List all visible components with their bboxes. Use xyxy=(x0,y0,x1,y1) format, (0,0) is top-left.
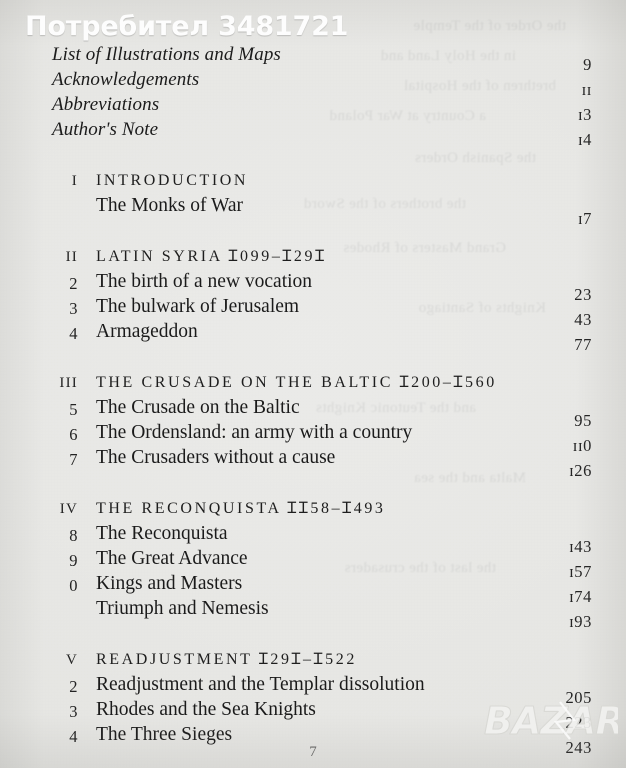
chapter-number: ɪ0 xyxy=(59,576,78,595)
entry-page-number: 243 xyxy=(565,738,592,757)
entry-page-number: 205 xyxy=(565,688,592,707)
entry-page-number: ɪɪ xyxy=(581,80,592,99)
part-roman-numeral: V xyxy=(65,652,78,668)
folio-page-number: 7 xyxy=(309,744,317,760)
chapter-number: 4 xyxy=(69,324,78,343)
entry-page-number: 23 xyxy=(574,285,592,304)
entry-page-number: 77 xyxy=(574,335,592,354)
chapter-number: ɪ4 xyxy=(59,727,78,746)
watermark-bazar-logo: BAZAR xyxy=(482,692,618,746)
chapter-number: 6 xyxy=(69,425,78,444)
part-roman-numeral: I xyxy=(71,173,78,189)
showthrough-line: Malta and the sea xyxy=(413,470,526,486)
front-matter-title: Acknowledgements xyxy=(52,69,200,90)
chapter-title: The birth of a new vocation xyxy=(96,271,313,292)
entry-page-number: ɪ57 xyxy=(569,562,592,581)
entry-page-number: ɪ26 xyxy=(569,461,592,480)
chapter-number: ɪ2 xyxy=(59,677,78,696)
chapter-title: Triumph and Nemesis xyxy=(96,598,269,619)
chapter-title: The Reconquista xyxy=(96,523,228,544)
part-heading-title: LATIN SYRIA ɪ099–ɪ29ɪ xyxy=(96,248,327,265)
showthrough-line: in the Holy Land and xyxy=(380,48,516,64)
chapter-number: ɪ xyxy=(68,198,78,217)
entry-page-number: ɪ93 xyxy=(569,612,592,631)
entry-page-number: ɪ43 xyxy=(569,537,592,556)
chapter-title: The Ordensland: an army with a country xyxy=(96,422,413,443)
entry-page-number: ɪ3 xyxy=(577,105,592,124)
front-matter-title: Author's Note xyxy=(52,119,159,140)
part-heading-title: THE RECONQUISTA ɪɪ58–ɪ493 xyxy=(96,500,386,517)
chapter-number: 7 xyxy=(69,450,78,469)
showthrough-line: a Country at War Poland xyxy=(329,108,486,124)
chapter-number: 9 xyxy=(69,551,78,570)
entry-page-number: 43 xyxy=(574,310,592,329)
svg-text:BAZAR: BAZAR xyxy=(484,699,618,743)
chapter-number: 8 xyxy=(69,526,78,545)
chapter-title: The Great Advance xyxy=(96,548,248,569)
entry-page-number: ɪɪ0 xyxy=(572,436,592,455)
part-roman-numeral: III xyxy=(59,375,78,391)
entry-page-number: ɪ4 xyxy=(577,130,592,149)
chapter-title: The Monks of War xyxy=(96,195,244,216)
showthrough-line: Grand Masters of Rhodes xyxy=(343,240,506,256)
chapter-number: 2 xyxy=(69,274,78,293)
showthrough-line: and the Teutonic Knights xyxy=(315,400,476,416)
chapter-title: Rhodes and the Sea Knights xyxy=(96,699,316,720)
showthrough-line: the brothers of the Sword xyxy=(303,196,466,212)
watermark-username: Потребител 3481721 xyxy=(25,11,349,42)
front-matter-title: List of Illustrations and Maps xyxy=(52,44,281,65)
chapter-number: ɪɪ xyxy=(58,601,78,620)
entry-page-number: ɪ74 xyxy=(569,587,592,606)
showthrough-line: Knights of Santiago xyxy=(418,300,546,316)
part-heading-title: READJUSTMENT ɪ29ɪ–ɪ522 xyxy=(96,651,357,668)
chapter-title: Readjustment and the Templar dissolution xyxy=(96,674,425,695)
entry-page-number: 95 xyxy=(574,411,592,430)
entry-page-number: 9 xyxy=(583,55,592,74)
part-roman-numeral: IV xyxy=(59,501,78,517)
chapter-number: 3 xyxy=(69,299,78,318)
part-roman-numeral: II xyxy=(65,249,78,265)
showthrough-line: the last of the crusaders xyxy=(344,560,496,576)
part-heading-title: THE CRUSADE ON THE BALTIC ɪ200–ɪ560 xyxy=(96,374,497,391)
chapter-title: The Crusade on the Baltic xyxy=(96,397,300,418)
part-heading-title: INTRODUCTION xyxy=(96,172,249,189)
chapter-title: The Crusaders without a cause xyxy=(96,447,336,468)
entry-page-number: ɪ7 xyxy=(577,209,592,228)
chapter-title: The Three Sieges xyxy=(96,724,233,745)
chapter-number: ɪ3 xyxy=(59,702,78,721)
chapter-title: The bulwark of Jerusalem xyxy=(96,296,300,317)
chapter-number: 5 xyxy=(69,400,78,419)
showthrough-line: the Order of the Temple xyxy=(413,18,566,34)
showthrough-line: brethren of the Hospital xyxy=(403,78,556,94)
front-matter-title: Abbreviations xyxy=(52,94,160,115)
chapter-title: Armageddon xyxy=(96,321,198,342)
chapter-title: Kings and Masters xyxy=(96,573,243,594)
showthrough-line: the Spanish Orders xyxy=(414,150,536,166)
